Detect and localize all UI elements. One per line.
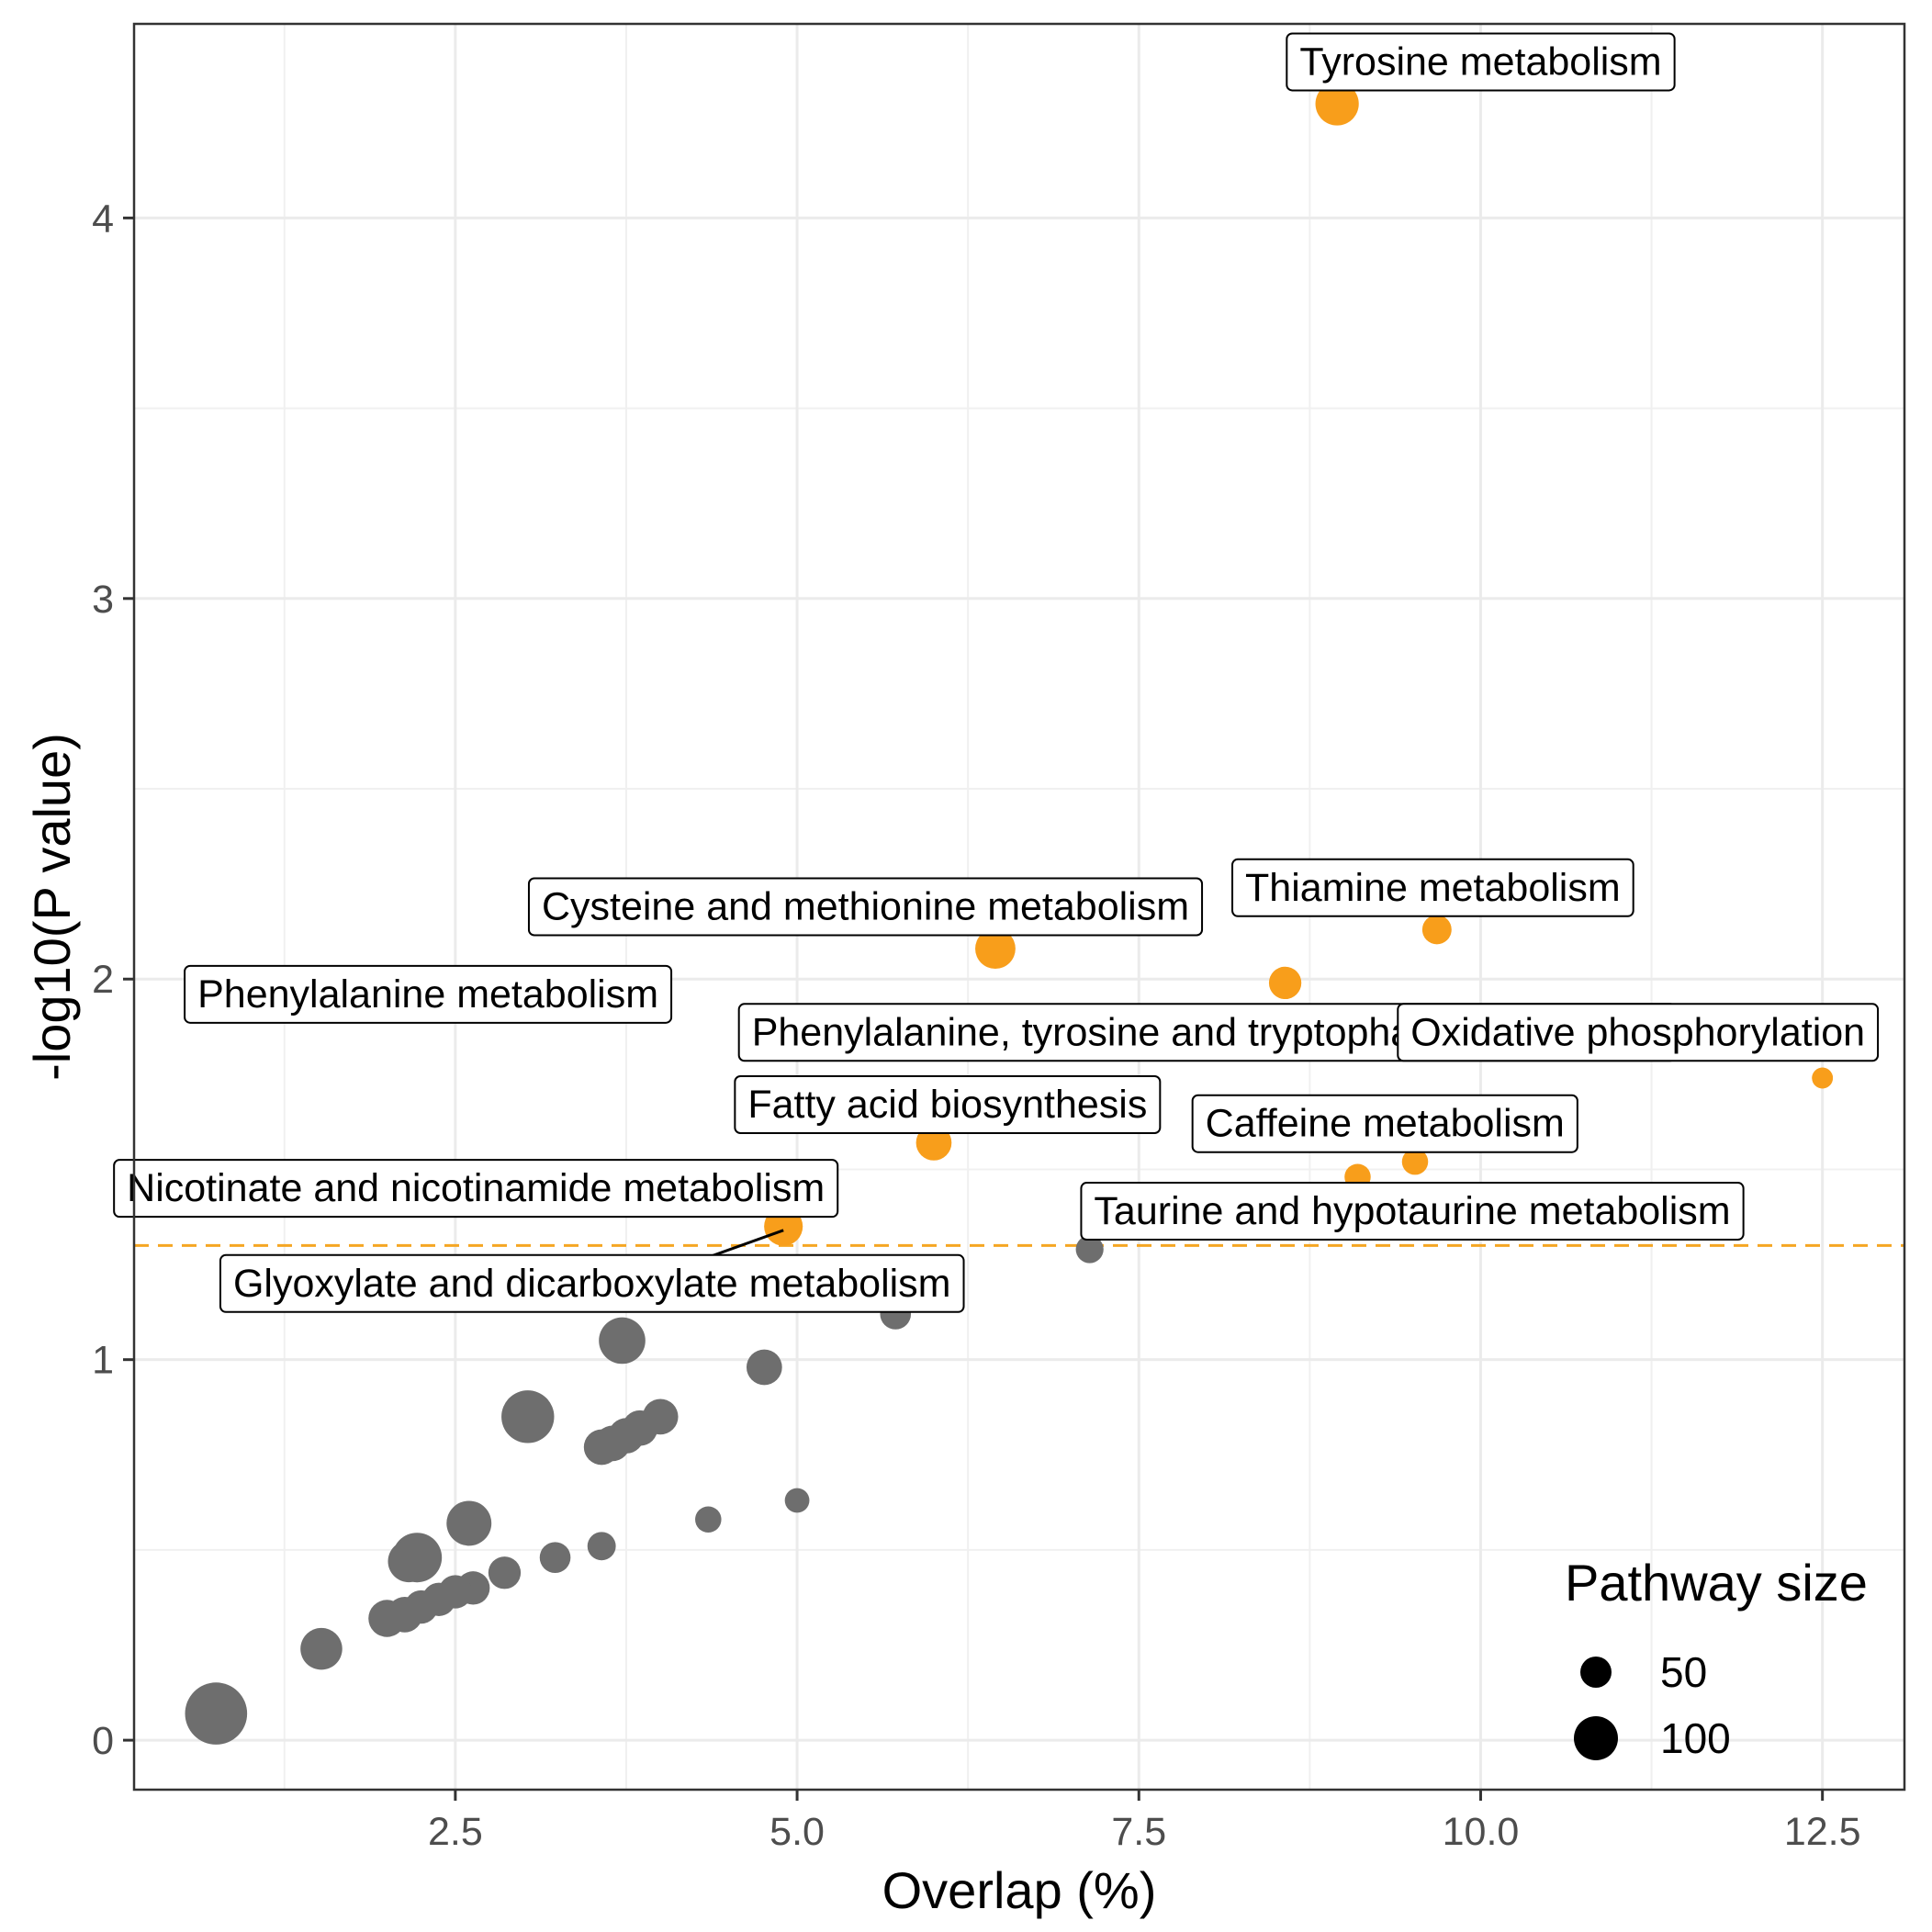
y-tick-label: 2 [92, 958, 114, 1002]
significant-point [975, 928, 1016, 969]
non-significant-point [784, 1488, 810, 1513]
x-tick-label: 5.0 [769, 1810, 825, 1854]
y-tick-label: 1 [92, 1339, 114, 1383]
point-labels: Tyrosine metabolism Thiamine metabolism Cy… [113, 32, 1880, 1313]
legend-size-key [1580, 1657, 1612, 1688]
legend-size-label: 50 [1660, 1648, 1707, 1696]
non-significant-point [501, 1390, 555, 1443]
non-significant-point [488, 1556, 522, 1589]
point-label-text: Taurine and hypotaurine metabolism [1094, 1189, 1730, 1233]
non-significant-point [1075, 1235, 1104, 1264]
point-label-text: Nicotinate and nicotinamide metabolism [127, 1166, 825, 1210]
point-label-box: Tyrosine metabolism [1286, 32, 1676, 92]
point-label-text: Phenylalanine metabolism [197, 972, 658, 1017]
point-label-box: Oxidative phosphorylation [1397, 1003, 1880, 1062]
point-label-text: Cysteine and methionine metabolism [542, 885, 1189, 929]
non-significant-point [695, 1506, 722, 1533]
significant-point [1421, 915, 1452, 945]
label-box-background [113, 1159, 839, 1219]
point-label-box: Glyoxylate and dicarboxylate metabolism [219, 1229, 965, 1313]
significant-point [1812, 1067, 1834, 1089]
point-label-text: Thiamine metabolism [1245, 866, 1621, 910]
non-significant-point [185, 1682, 248, 1745]
point-label-text: Fatty acid biosynthesis [747, 1083, 1147, 1127]
non-significant-point [599, 1317, 646, 1365]
label-box-background [219, 1253, 965, 1313]
point-label-box: Cysteine and methionine metabolism [527, 877, 1204, 937]
plot-panel-border [132, 22, 1906, 1792]
non-significant-point [446, 1500, 492, 1546]
legend-size-label: 100 [1660, 1714, 1731, 1762]
point-label-text: Caffeine metabolism [1206, 1102, 1565, 1146]
legend-size-key [1574, 1716, 1618, 1760]
point-label-box: Thiamine metabolism [1231, 858, 1634, 917]
size-legend: Pathway size 50 100 [1565, 1554, 1868, 1762]
x-tick-label: 12.5 [1784, 1810, 1861, 1854]
x-tick-label: 2.5 [428, 1810, 483, 1854]
point-label-box: Fatty acid biosynthesis [734, 1075, 1162, 1135]
x-tick-label: 7.5 [1111, 1810, 1166, 1854]
non-significant-point [539, 1542, 571, 1573]
y-tick-label: 0 [92, 1719, 114, 1763]
data-points [185, 82, 1834, 1745]
point-label-box: Phenylalanine metabolism [184, 964, 673, 1024]
significant-point [1268, 966, 1302, 1000]
point-label-box: Caffeine metabolism [1191, 1094, 1578, 1153]
point-label-text: Tyrosine metabolism [1299, 39, 1661, 84]
significant-point [1315, 82, 1359, 126]
label-box-background [1397, 1003, 1880, 1062]
legend-title: Pathway size [1565, 1554, 1868, 1612]
non-significant-point [583, 1429, 620, 1466]
label-box-background [1191, 1094, 1578, 1153]
point-label-box: Nicotinate and nicotinamide metabolism [113, 1159, 839, 1219]
y-axis-title: -log10(P value) [23, 733, 81, 1081]
label-box-background [1080, 1182, 1745, 1241]
non-significant-point [587, 1532, 616, 1561]
non-significant-point [300, 1627, 343, 1670]
axes: 2.5 5.0 7.5 10.0 12.5 0 1 2 3 4 [92, 197, 1860, 1854]
non-significant-point [746, 1349, 782, 1386]
label-box-background [527, 877, 1204, 937]
label-box-background [734, 1075, 1162, 1135]
y-tick-label: 3 [92, 578, 114, 622]
non-significant-point [388, 1540, 430, 1583]
x-tick-label: 10.0 [1443, 1810, 1520, 1854]
significant-point [1401, 1148, 1429, 1175]
y-tick-label: 4 [92, 197, 114, 241]
label-box-background [184, 964, 673, 1024]
x-axis-title: Overlap (%) [882, 1861, 1157, 1919]
non-significant-point [368, 1600, 406, 1637]
point-label-text: Oxidative phosphorylation [1410, 1010, 1865, 1054]
point-label-box: Taurine and hypotaurine metabolism [1080, 1182, 1745, 1241]
label-box-background [1231, 858, 1634, 917]
point-label-text: Glyoxylate and dicarboxylate metabolism [233, 1262, 951, 1306]
label-box-background [1286, 32, 1676, 92]
